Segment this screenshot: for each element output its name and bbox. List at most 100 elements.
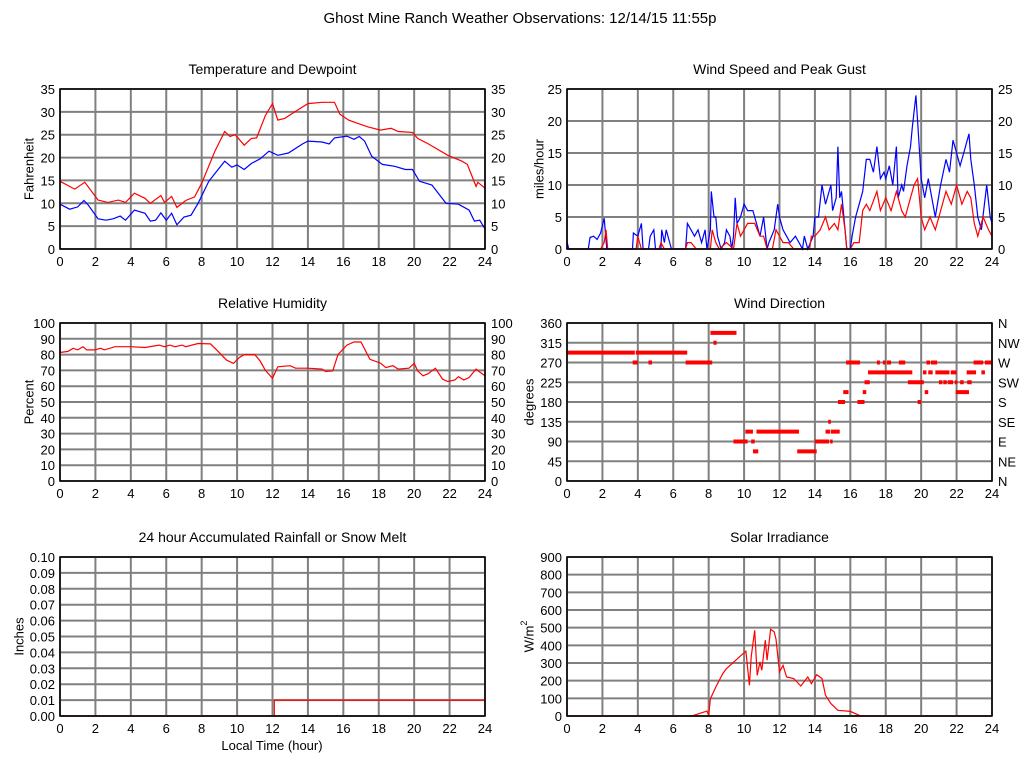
y-axis-label: Inches bbox=[11, 617, 26, 656]
wind-direction-mark bbox=[928, 370, 933, 375]
y-tick-label: 225 bbox=[540, 375, 562, 390]
x-axis-label: Local Time (hour) bbox=[221, 738, 322, 753]
y-tick-label: 5 bbox=[48, 219, 55, 234]
wind-direction-mark bbox=[751, 439, 755, 444]
y-tick-label: 0.00 bbox=[30, 709, 55, 724]
series-line-dewpoint bbox=[59, 135, 486, 230]
y-axis-label: Percent bbox=[21, 379, 36, 424]
x-tick-label: 12 bbox=[772, 486, 786, 501]
y-tick-label: 100 bbox=[33, 316, 55, 331]
x-tick-label: 18 bbox=[372, 721, 386, 736]
wind-direction-mark bbox=[943, 380, 947, 385]
x-tick-label: 16 bbox=[336, 486, 350, 501]
y-tick-label-right: 0 bbox=[491, 242, 498, 257]
wind-direction-mark bbox=[935, 370, 950, 375]
y-tick-label-right: 40 bbox=[491, 411, 505, 426]
y-tick-label: 135 bbox=[540, 415, 562, 430]
series-line-temperature bbox=[59, 101, 486, 209]
wind-direction-mark bbox=[864, 380, 870, 385]
x-tick-label: 22 bbox=[442, 254, 456, 269]
x-tick-label: 4 bbox=[634, 721, 641, 736]
x-tick-label: 12 bbox=[265, 721, 279, 736]
y-tick-label-right: 30 bbox=[491, 105, 505, 120]
x-tick-label: 8 bbox=[198, 721, 205, 736]
x-tick-label: 16 bbox=[336, 254, 350, 269]
y-axis-label: W/m2 bbox=[519, 621, 536, 653]
x-tick-label: 6 bbox=[163, 254, 170, 269]
y-tick-label: 800 bbox=[540, 568, 562, 583]
x-tick-label: 10 bbox=[737, 721, 751, 736]
wind-direction-mark bbox=[710, 330, 737, 335]
y-tick-label-right: 70 bbox=[491, 363, 505, 378]
y-tick-label: 15 bbox=[548, 146, 562, 161]
y-tick-label: 10 bbox=[41, 196, 55, 211]
y-tick-label-right: 25 bbox=[998, 82, 1012, 97]
x-tick-label: 20 bbox=[407, 254, 421, 269]
y-tick-label: 30 bbox=[41, 105, 55, 120]
x-tick-label: 22 bbox=[442, 486, 456, 501]
y-tick-label: 300 bbox=[540, 656, 562, 671]
y-tick-label: 20 bbox=[548, 114, 562, 129]
wind-direction-mark bbox=[862, 390, 867, 395]
y-tick-label: 0.05 bbox=[30, 630, 55, 645]
wind-direction-mark bbox=[876, 360, 880, 365]
y-tick-label-right: 20 bbox=[491, 442, 505, 457]
y-tick-label-right: 10 bbox=[491, 458, 505, 473]
x-tick-label: 4 bbox=[634, 486, 641, 501]
y-tick-label: 35 bbox=[41, 82, 55, 97]
y-tick-label: 900 bbox=[540, 550, 562, 565]
x-tick-label: 14 bbox=[301, 254, 315, 269]
x-tick-label: 4 bbox=[634, 254, 641, 269]
y-tick-label-right: 20 bbox=[491, 151, 505, 166]
y-tick-label: 0.08 bbox=[30, 582, 55, 597]
x-tick-label: 22 bbox=[442, 721, 456, 736]
y-tick-label: 20 bbox=[41, 151, 55, 166]
x-tick-label: 24 bbox=[985, 254, 999, 269]
wind-direction-mark bbox=[926, 360, 931, 365]
wind-direction-mark bbox=[898, 360, 906, 365]
wind-direction-mark bbox=[984, 360, 992, 365]
y-tick-label: 270 bbox=[540, 356, 562, 371]
series-line-solar-irradiance bbox=[567, 628, 992, 718]
x-tick-label: 24 bbox=[478, 486, 492, 501]
x-tick-label: 14 bbox=[301, 486, 315, 501]
x-tick-label: 18 bbox=[879, 254, 893, 269]
x-tick-label: 14 bbox=[301, 721, 315, 736]
y-tick-label: 15 bbox=[41, 173, 55, 188]
x-tick-label: 10 bbox=[737, 254, 751, 269]
page-title: Ghost Mine Ranch Weather Observations: 1… bbox=[323, 10, 716, 27]
y-tick-label-right: 5 bbox=[491, 219, 498, 234]
wind-direction-mark bbox=[886, 360, 892, 365]
y-tick-label-right: 10 bbox=[491, 196, 505, 211]
wind-direction-mark bbox=[907, 380, 924, 385]
y-tick-label: 30 bbox=[41, 427, 55, 442]
chart-title: Solar Irradiance bbox=[730, 529, 829, 545]
x-tick-label: 18 bbox=[879, 721, 893, 736]
y-tick-label-right: 50 bbox=[491, 395, 505, 410]
wind-direction-mark bbox=[635, 350, 688, 355]
x-tick-label: 2 bbox=[92, 721, 99, 736]
y-tick-label-right: 20 bbox=[998, 114, 1012, 129]
y-tick-label-right: 100 bbox=[491, 316, 513, 331]
x-tick-label: 16 bbox=[843, 721, 857, 736]
x-tick-label: 6 bbox=[670, 721, 677, 736]
y-tick-label: 25 bbox=[548, 82, 562, 97]
y-tick-label: 0.02 bbox=[30, 677, 55, 692]
x-tick-label: 22 bbox=[949, 254, 963, 269]
wind-direction-mark bbox=[733, 439, 748, 444]
y-tick-label: 45 bbox=[548, 454, 562, 469]
x-tick-label: 12 bbox=[265, 486, 279, 501]
y-tick-label-right: N bbox=[998, 474, 1007, 489]
y-tick-label-right: 80 bbox=[491, 348, 505, 363]
chart-title: Wind Speed and Peak Gust bbox=[693, 61, 866, 77]
x-tick-label: 18 bbox=[372, 486, 386, 501]
x-tick-label: 10 bbox=[230, 254, 244, 269]
y-tick-label: 700 bbox=[540, 585, 562, 600]
wind-direction-mark bbox=[947, 380, 954, 385]
y-tick-label: 0.03 bbox=[30, 661, 55, 676]
y-tick-label: 60 bbox=[41, 379, 55, 394]
x-tick-label: 2 bbox=[92, 486, 99, 501]
